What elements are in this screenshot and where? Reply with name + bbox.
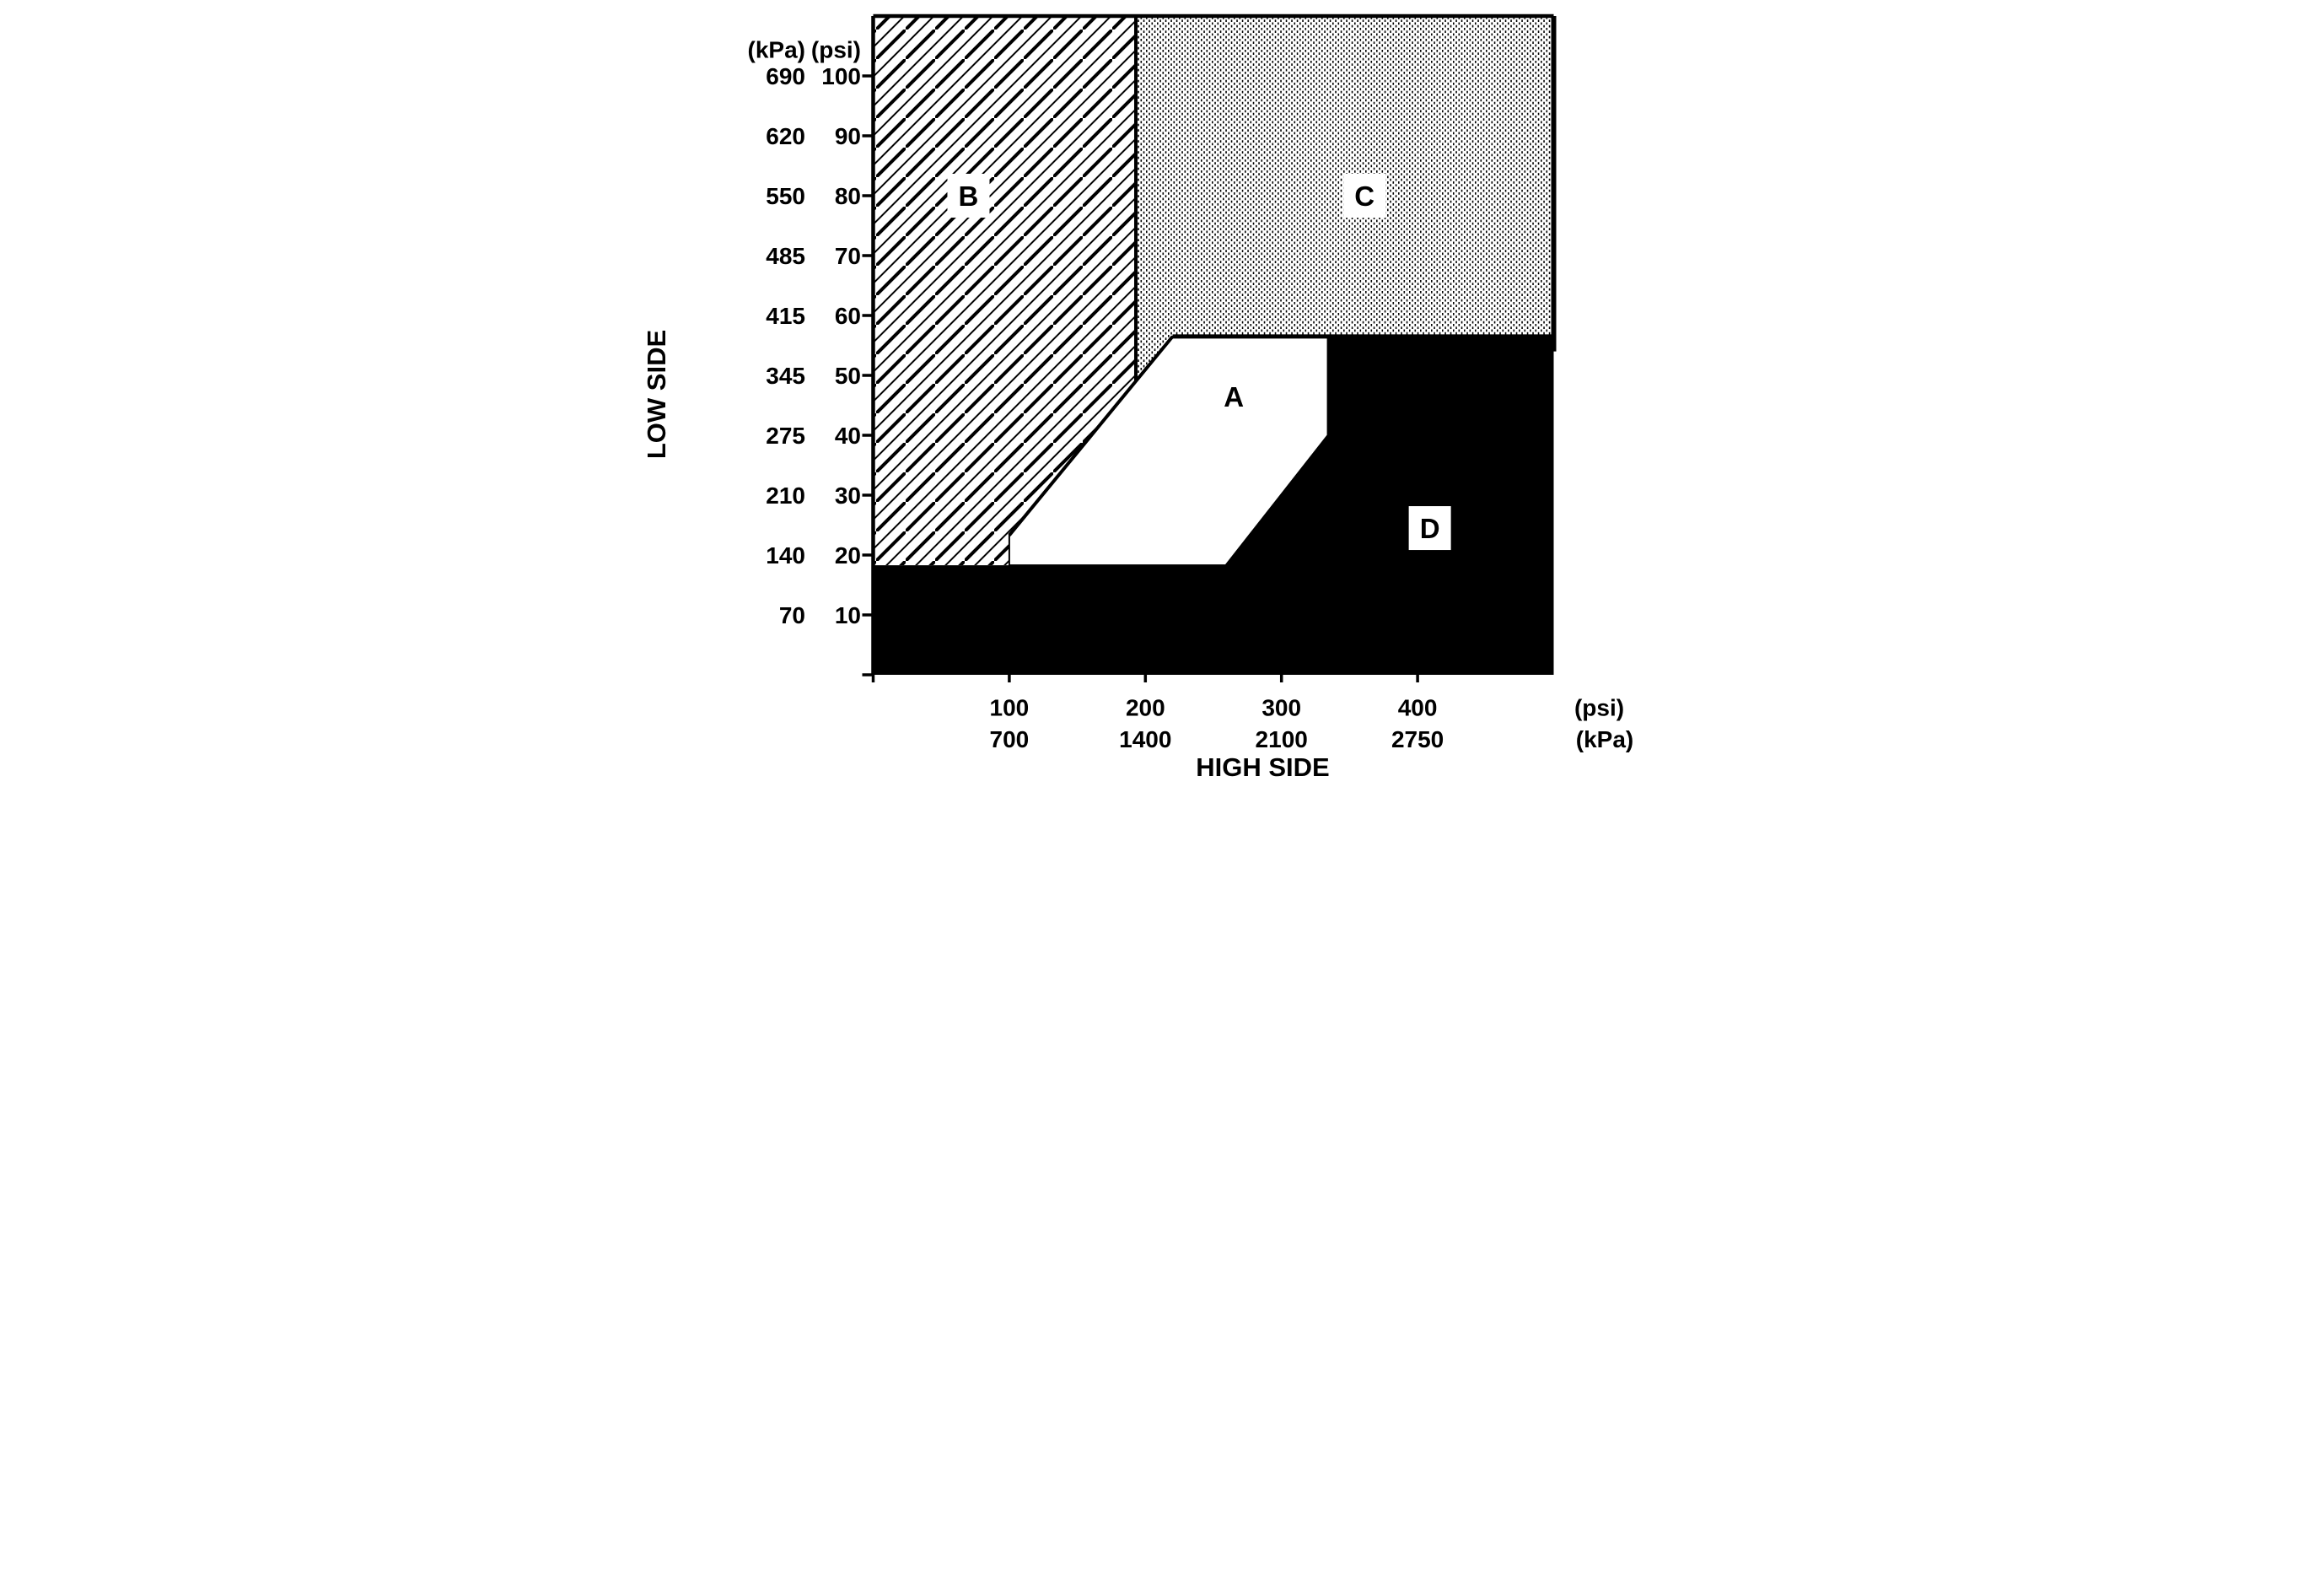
y-axis-unit-kpa-header: (kPa) — [748, 37, 805, 63]
y-tick-label-psi-90: 90 — [835, 123, 861, 149]
region-label-box-d — [1408, 506, 1451, 551]
y-tick-label-psi-10: 10 — [835, 602, 861, 628]
y-tick-label-psi-100: 100 — [821, 63, 861, 89]
axis-ticks-layer — [862, 74, 1419, 682]
region-b-area — [873, 16, 1137, 566]
y-tick-label-psi-80: 80 — [835, 183, 861, 209]
x-tick-label-kpa-700: 700 — [990, 726, 1030, 752]
tick-labels-layer: 690 100 620 90 550 80 485 70 415 60 345 50 275 40 210 3… — [766, 63, 1444, 752]
region-label-b: B — [959, 181, 979, 212]
region-label-a: A — [1224, 381, 1244, 412]
y-tick-label-kpa-210: 210 — [766, 482, 805, 509]
x-tick-label-psi-200: 200 — [1126, 695, 1165, 721]
x-tick-label-psi-400: 400 — [1398, 695, 1438, 721]
x-tick-label-psi-100: 100 — [990, 695, 1030, 721]
region-labels-layer: B C A D — [947, 174, 1451, 551]
region-a-area — [1009, 336, 1328, 566]
y-tick-label-psi-30: 30 — [835, 482, 861, 509]
pressure-zone-chart: 690 100 620 90 550 80 485 70 415 60 345 50 275 40 210 3… — [642, 13, 1633, 782]
y-tick-label-kpa-485: 485 — [766, 243, 805, 269]
pressure-zone-chart-page: 690 100 620 90 550 80 485 70 415 60 345 50 275 40 210 3… — [581, 0, 1743, 787]
x-tick-label-kpa-1400: 1400 — [1119, 726, 1171, 752]
y-tick-label-psi-40: 40 — [835, 423, 861, 449]
region-label-c: C — [1354, 181, 1374, 212]
region-label-box-c — [1343, 174, 1386, 218]
region-fills-layer — [873, 16, 1554, 675]
y-tick-label-kpa-415: 415 — [766, 303, 805, 329]
x-tick-label-kpa-2750: 2750 — [1391, 726, 1444, 752]
y-tick-label-kpa-620: 620 — [766, 123, 805, 149]
x-axis-title: HIGH SIDE — [1196, 752, 1329, 782]
boundary-lines-layer — [871, 13, 1557, 675]
region-label-box-b — [947, 174, 990, 218]
y-tick-label-kpa-70: 70 — [779, 602, 805, 628]
y-tick-label-kpa-550: 550 — [766, 183, 805, 209]
y-axis-title: LOW SIDE — [642, 330, 671, 459]
y-tick-label-psi-70: 70 — [835, 243, 861, 269]
x-tick-label-psi-300: 300 — [1262, 695, 1301, 721]
y-tick-label-kpa-275: 275 — [766, 423, 805, 449]
y-axis-unit-psi-header: (psi) — [811, 37, 861, 63]
b-a-diagonal — [1008, 335, 1175, 536]
y-tick-label-kpa-690: 690 — [766, 63, 805, 89]
x-axis-unit-psi: (psi) — [1574, 695, 1624, 721]
x-axis-unit-kpa: (kPa) — [1576, 726, 1633, 752]
region-label-d: D — [1420, 513, 1440, 544]
x-tick-label-kpa-2100: 2100 — [1256, 726, 1308, 752]
y-tick-label-kpa-140: 140 — [766, 542, 805, 569]
region-d-area — [873, 336, 1554, 675]
y-tick-label-psi-20: 20 — [835, 542, 861, 569]
y-tick-label-psi-60: 60 — [835, 303, 861, 329]
y-tick-label-kpa-345: 345 — [766, 363, 805, 389]
y-tick-label-psi-50: 50 — [835, 363, 861, 389]
